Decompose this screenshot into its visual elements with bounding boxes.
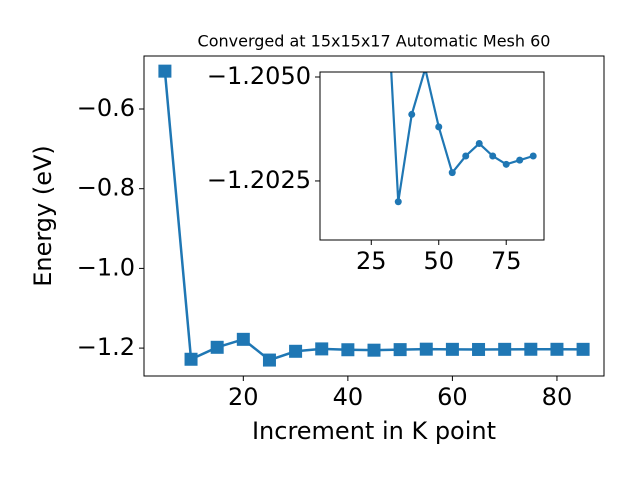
marker <box>408 110 416 118</box>
marker <box>502 160 510 168</box>
marker <box>210 340 224 354</box>
marker <box>184 352 198 366</box>
x-tick-label: 40 <box>333 383 364 411</box>
marker <box>462 152 470 160</box>
marker <box>419 342 433 356</box>
marker <box>289 344 303 358</box>
marker <box>475 140 483 148</box>
marker <box>529 152 537 160</box>
marker <box>158 64 172 78</box>
marker <box>315 342 329 356</box>
y-tick-label: −1.2025 <box>207 166 311 194</box>
marker <box>394 198 402 206</box>
marker <box>489 152 497 160</box>
plot-area <box>390 72 537 206</box>
marker <box>498 342 512 356</box>
x-tick-label: 75 <box>491 247 522 275</box>
marker <box>576 342 590 356</box>
y-tick-label: −1.2050 <box>207 62 311 90</box>
y-tick-label: −1.0 <box>77 253 135 281</box>
plot-area <box>158 64 590 367</box>
marker <box>435 123 443 131</box>
marker <box>524 342 538 356</box>
marker <box>262 353 276 367</box>
marker <box>367 343 381 357</box>
marker <box>448 169 456 177</box>
y-tick-label: −0.8 <box>77 174 135 202</box>
marker <box>236 332 250 346</box>
marker <box>445 342 459 356</box>
plot-frame <box>319 71 545 241</box>
x-tick-label: 50 <box>423 247 454 275</box>
x-axis-label: Increment in K point <box>252 417 496 445</box>
x-tick-label: 60 <box>437 383 468 411</box>
marker <box>341 343 355 357</box>
y-tick-label: −0.6 <box>77 94 135 122</box>
x-tick-label: 20 <box>228 383 259 411</box>
plot-frame <box>143 55 605 377</box>
y-axis-label: Energy (eV) <box>29 145 57 287</box>
marker <box>472 342 486 356</box>
x-tick-label: 25 <box>356 247 387 275</box>
marker <box>550 342 564 356</box>
y-tick-label: −1.2 <box>77 333 135 361</box>
marker <box>393 343 407 357</box>
chart-title: Converged at 15x15x17 Automatic Mesh 60 <box>198 32 551 51</box>
marker <box>516 156 524 164</box>
x-tick-label: 80 <box>542 383 573 411</box>
